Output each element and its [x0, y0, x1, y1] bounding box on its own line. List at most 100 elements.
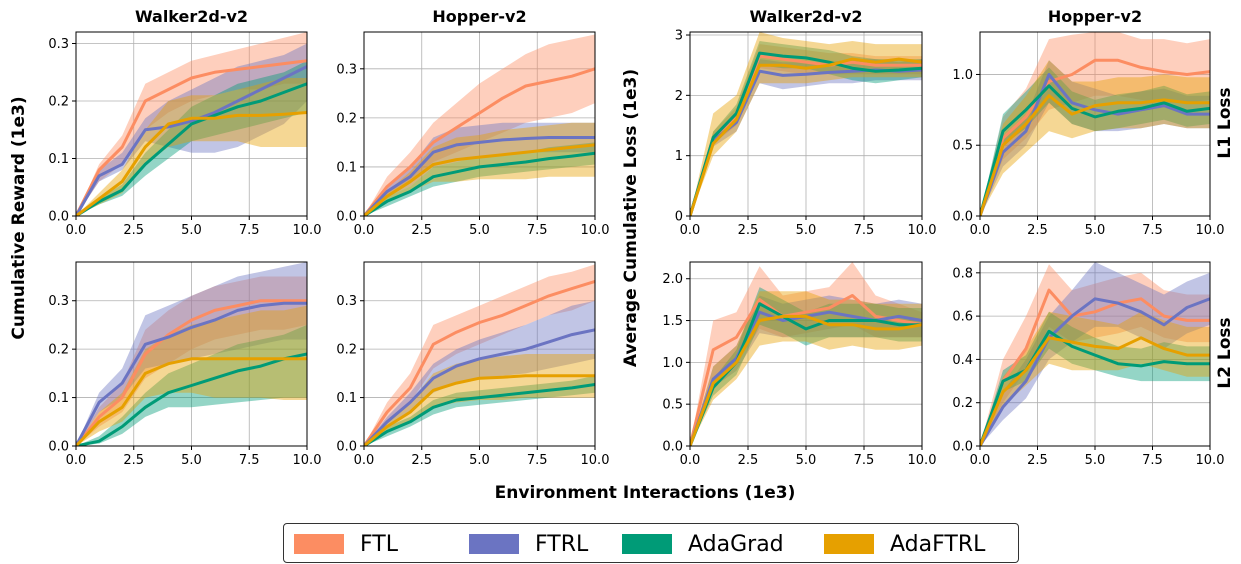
y-tick-label: 0.2 — [48, 95, 69, 110]
series-line-adagrad — [980, 329, 1210, 446]
x-tick-label: 7.5 — [854, 453, 875, 468]
x-tick-label: 0.0 — [970, 223, 991, 238]
x-tick-label: 7.5 — [527, 223, 548, 238]
y-tick-label: 0.0 — [48, 210, 69, 225]
band-ftl — [76, 32, 307, 216]
series-line-adaftrl — [364, 143, 595, 216]
series-line-adaftrl — [364, 374, 595, 446]
series-line-ftl — [76, 59, 307, 216]
series-line-adagrad — [364, 383, 595, 446]
x-tick-label: 7.5 — [1142, 453, 1163, 468]
x-tick-label: 2.5 — [1027, 453, 1048, 468]
legend-item-adagrad: AdaGrad — [622, 524, 784, 564]
x-tick-label: 10.0 — [1196, 453, 1225, 468]
x-tick-label: 5.0 — [181, 453, 202, 468]
legend-swatch-ftl — [294, 534, 344, 554]
x-tick-label: 0.0 — [970, 453, 991, 468]
x-tick-label: 2.5 — [738, 453, 759, 468]
series-line-ftl — [364, 279, 595, 446]
x-tick-label: 7.5 — [854, 223, 875, 238]
legend-label-ftl: FTL — [360, 531, 398, 557]
xlabel: Environment Interactions (1e3) — [495, 483, 796, 503]
panel-loss-hopper-l1: 0.0 2.5 5.0 7.5 10.0 0.0 0.5 1.0 Hopper-v2 — [952, 7, 1224, 238]
panel-loss-walker-l2: 0.0 2.5 5.0 7.5 10.0 0.0 0.5 1.0 1.5 2.0 — [662, 261, 937, 468]
series-line-ftrl — [76, 65, 307, 216]
series-line-adagrad — [364, 151, 595, 216]
y-tick-label: 0.3 — [48, 37, 69, 52]
x-tick-label: 10.0 — [1196, 223, 1225, 238]
x-tick-label: 0.0 — [680, 223, 701, 238]
band-adagrad — [364, 375, 595, 446]
series-line-ftrl — [364, 136, 595, 216]
panel-title: Hopper-v2 — [432, 7, 526, 26]
y-tick-label: 2 — [675, 89, 683, 104]
row-label-l1: L1 Loss — [1215, 87, 1235, 158]
y-tick-label: 0.1 — [336, 391, 357, 406]
y-tick-label: 0.1 — [336, 160, 357, 175]
series-layer — [980, 32, 1210, 216]
figure-canvas: 0.0 2.5 5.0 7.5 10.0 0.0 0.1 0.2 0.3 Walker2d-v2 0… — [9, 7, 1235, 503]
series-line-adagrad — [690, 51, 922, 216]
x-tick-label: 7.5 — [527, 453, 548, 468]
series-line-ftrl — [980, 297, 1210, 446]
legend: FTL FTRL AdaGrad AdaFTRL — [283, 523, 1019, 563]
y-tick-label: 0.0 — [952, 210, 973, 225]
x-tick-label: 10.0 — [908, 453, 937, 468]
band-ftl — [690, 262, 922, 446]
y-tick-label: 0 — [675, 210, 683, 225]
legend-item-ftl: FTL — [294, 524, 398, 564]
y-tick-label: 0.5 — [662, 398, 683, 413]
band-ftrl — [364, 122, 595, 216]
y-tick-label: 0.2 — [48, 343, 69, 358]
legend-label-ftrl: FTRL — [535, 531, 589, 557]
series-layer — [364, 264, 595, 446]
series-line-ftl — [364, 67, 595, 216]
legend-item-adaftrl: AdaFTRL — [824, 524, 985, 564]
panel-reward-walker-bottom: 0.0 2.5 5.0 7.5 10.0 0.0 0.1 0.2 0.3 — [48, 261, 322, 468]
x-tick-label: 5.0 — [469, 453, 490, 468]
x-tick-label: 10.0 — [581, 453, 610, 468]
y-tick-label: 0.1 — [48, 391, 69, 406]
y-tick-label: 0.0 — [662, 440, 683, 455]
series-layer — [76, 262, 307, 446]
y-tick-label: 0.1 — [48, 152, 69, 167]
band-adaftrl — [76, 78, 307, 216]
series-layer — [364, 34, 595, 216]
x-tick-label: 5.0 — [1085, 223, 1106, 238]
y-tick-label: 0.2 — [336, 111, 357, 126]
panel-reward-hopper-top: 0.0 2.5 5.0 7.5 10.0 0.0 0.1 0.2 0.3 Hopper-v2 — [336, 7, 609, 238]
legend-label-adaftrl: AdaFTRL — [890, 531, 986, 557]
ylabel-reward: Cumulative Reward (1e3) — [9, 96, 29, 339]
series-layer — [690, 32, 922, 216]
y-tick-label: 0.0 — [336, 440, 357, 455]
series-line-adaftrl — [690, 57, 922, 216]
legend-swatch-adagrad — [622, 534, 672, 554]
y-tick-label: 0.3 — [336, 62, 357, 77]
panel-title: Walker2d-v2 — [749, 7, 862, 26]
x-tick-label: 10.0 — [293, 453, 322, 468]
y-tick-label: 1.5 — [662, 314, 683, 329]
panel-reward-walker-top: 0.0 2.5 5.0 7.5 10.0 0.0 0.1 0.2 0.3 Walker2d-v2 — [48, 7, 321, 238]
series-line-ftrl — [980, 73, 1210, 216]
series-line-ftl — [980, 58, 1210, 216]
y-tick-label: 0.8 — [952, 266, 973, 281]
x-tick-label: 2.5 — [411, 223, 432, 238]
x-tick-label: 0.0 — [354, 453, 375, 468]
series-line-adaftrl — [690, 314, 922, 446]
y-tick-label: 0.3 — [336, 294, 357, 309]
x-tick-label: 2.5 — [123, 453, 144, 468]
panel-loss-walker-l1: 0.0 2.5 5.0 7.5 10.0 0 1 2 3 Walker2d-v2 — [675, 7, 937, 238]
x-tick-label: 10.0 — [581, 223, 610, 238]
panel-title: Hopper-v2 — [1048, 7, 1142, 26]
x-tick-label: 5.0 — [796, 223, 817, 238]
band-ftrl — [76, 43, 307, 216]
y-tick-label: 3 — [675, 29, 683, 44]
y-tick-label: 0.5 — [952, 139, 973, 154]
panel-reward-hopper-bottom: 0.0 2.5 5.0 7.5 10.0 0.0 0.1 0.2 0.3 — [336, 261, 610, 468]
band-adaftrl — [690, 32, 922, 216]
series-line-adagrad — [980, 84, 1210, 216]
band-ftrl — [364, 300, 595, 446]
y-tick-label: 0.0 — [48, 440, 69, 455]
ylabel-loss: Average Cumulative Loss (1e3) — [621, 69, 641, 367]
band-adaftrl — [980, 311, 1210, 446]
